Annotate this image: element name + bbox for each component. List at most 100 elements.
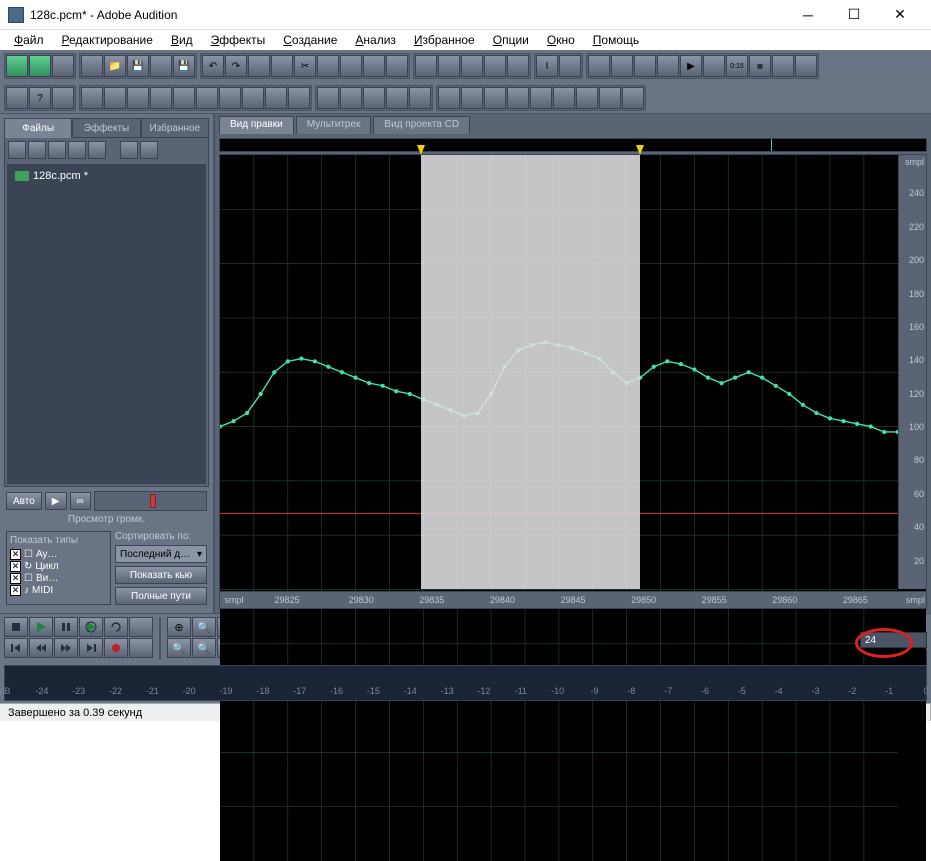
full-paths-button[interactable]: Полные пути [115,587,207,605]
ft-close-icon[interactable] [48,141,66,159]
type-video-check[interactable]: ✕☐Ви… [10,573,107,584]
auto-button[interactable]: Авто [6,492,42,510]
tb-cut-icon[interactable]: ✂ [294,55,316,77]
waveform-display[interactable]: smpl20406080100120140160180200220240 [219,154,927,590]
level-meter[interactable]: dB-24-23-22-21-20-19-18-17-16-15-14-13-1… [4,665,927,701]
zoom-fit-button[interactable]: ⊕ [167,617,191,637]
menu-window[interactable]: Окно [539,31,583,49]
minimize-button[interactable]: ─ [785,0,831,30]
file-item[interactable]: 128c.pcm * [11,168,202,184]
tb-cursor-icon[interactable]: I [536,55,558,77]
type-midi-check[interactable]: ✕♪MIDI [10,585,107,596]
selection-region[interactable] [421,155,640,589]
tb-time-icon[interactable]: 0:15 [726,55,748,77]
tb-win1-icon[interactable] [588,55,610,77]
loop-preview-button[interactable]: ∞ [70,492,91,510]
tb-save2-icon[interactable]: 💾 [173,55,195,77]
tb2-env6-icon[interactable] [196,87,218,109]
tb-paste2-icon[interactable] [340,55,362,77]
rewind-button[interactable] [29,638,53,658]
loop-button[interactable] [104,617,128,637]
tb-new-icon[interactable] [81,55,103,77]
ft-open-icon[interactable] [28,141,46,159]
play-sel-button[interactable] [79,617,103,637]
ft-import-icon[interactable] [8,141,26,159]
blank1-button[interactable] [129,617,153,637]
menu-edit[interactable]: Редактирование [54,31,161,49]
tb2-fx2-icon[interactable] [340,87,362,109]
blank2-button[interactable] [129,638,153,658]
ft-find-icon[interactable] [120,141,138,159]
tb-multitrack-icon[interactable] [29,55,51,77]
menu-help[interactable]: Помощь [585,31,647,49]
viewtab-edit[interactable]: Вид правки [219,116,294,134]
tb2-spec3-icon[interactable] [484,87,506,109]
stop-button[interactable] [4,617,28,637]
ft-insert-icon[interactable] [68,141,86,159]
tb-waveform-icon[interactable] [6,55,28,77]
tb-levels-icon[interactable] [461,55,483,77]
tb2-fx3-icon[interactable] [363,87,385,109]
tb-paste-icon[interactable] [317,55,339,77]
tb2-spec4-icon[interactable] [507,87,529,109]
maximize-button[interactable]: ☐ [831,0,877,30]
play-preview-button[interactable]: ▶ [45,492,67,510]
tb-win5-icon[interactable] [772,55,794,77]
tb2-env2-icon[interactable] [104,87,126,109]
tb2-fav2-icon[interactable] [52,87,74,109]
timeline-overview[interactable] [219,138,927,152]
tb-win6-icon[interactable] [795,55,817,77]
tb2-help-icon[interactable]: ? [29,87,51,109]
tb-mix-icon[interactable] [363,55,385,77]
menu-generate[interactable]: Создание [275,31,345,49]
tb-selview-icon[interactable]: ▦ [749,55,771,77]
tb2-spec8-icon[interactable] [599,87,621,109]
tb2-env8-icon[interactable] [242,87,264,109]
tb2-spec2-icon[interactable] [461,87,483,109]
tb-settings-icon[interactable] [438,55,460,77]
tb2-fx5-icon[interactable] [409,87,431,109]
tb-cd-icon[interactable] [52,55,74,77]
type-audio-check[interactable]: ✕☐Ау… [10,549,107,560]
tb-transport-icon[interactable]: ▶ [680,55,702,77]
tb2-spec5-icon[interactable] [530,87,552,109]
zoom-in-right-button[interactable]: 🔍 [192,638,216,658]
volume-slider[interactable] [94,491,207,511]
tb2-spec1-icon[interactable] [438,87,460,109]
viewtab-multitrack[interactable]: Мультитрек [296,116,372,134]
tb2-env9-icon[interactable] [265,87,287,109]
tb2-env5-icon[interactable] [173,87,195,109]
sel-length[interactable]: 24 [860,632,927,648]
tb-redo-icon[interactable]: ↷ [225,55,247,77]
tb2-env4-icon[interactable] [150,87,172,109]
tb2-env7-icon[interactable] [219,87,241,109]
tb2-env10-icon[interactable] [288,87,310,109]
tb2-fx1-icon[interactable] [317,87,339,109]
tb-hand-icon[interactable] [559,55,581,77]
tb2-fx4-icon[interactable] [386,87,408,109]
tb2-env3-icon[interactable] [127,87,149,109]
goto-start-button[interactable] [4,638,28,658]
sort-combo[interactable]: Последний д…▾ [115,545,207,563]
tb2-fav1-icon[interactable] [6,87,28,109]
tb-win4-icon[interactable] [657,55,679,77]
zoom-in-left-button[interactable]: 🔍 [167,638,191,658]
menu-effects[interactable]: Эффекты [203,31,274,49]
tb-open-icon[interactable]: 📁 [104,55,126,77]
tb-win3-icon[interactable] [634,55,656,77]
tb-copy2-icon[interactable] [271,55,293,77]
goto-end-button[interactable] [79,638,103,658]
tb-save-icon[interactable]: 💾 [127,55,149,77]
viewtab-cd[interactable]: Вид проекта CD [373,116,470,134]
tb-resample-icon[interactable] [484,55,506,77]
menu-favorites[interactable]: Избранное [406,31,483,49]
tb-copy-icon[interactable] [248,55,270,77]
menu-view[interactable]: Вид [163,31,201,49]
type-loop-check[interactable]: ✕↻Цикл [10,561,107,572]
tb-win2-icon[interactable] [611,55,633,77]
tb-convert-icon[interactable] [415,55,437,77]
tb2-spec9-icon[interactable] [622,87,644,109]
zoom-in-button[interactable]: 🔍 [192,617,216,637]
file-list[interactable]: 128c.pcm * [7,164,206,484]
show-queue-button[interactable]: Показать кью [115,566,207,584]
